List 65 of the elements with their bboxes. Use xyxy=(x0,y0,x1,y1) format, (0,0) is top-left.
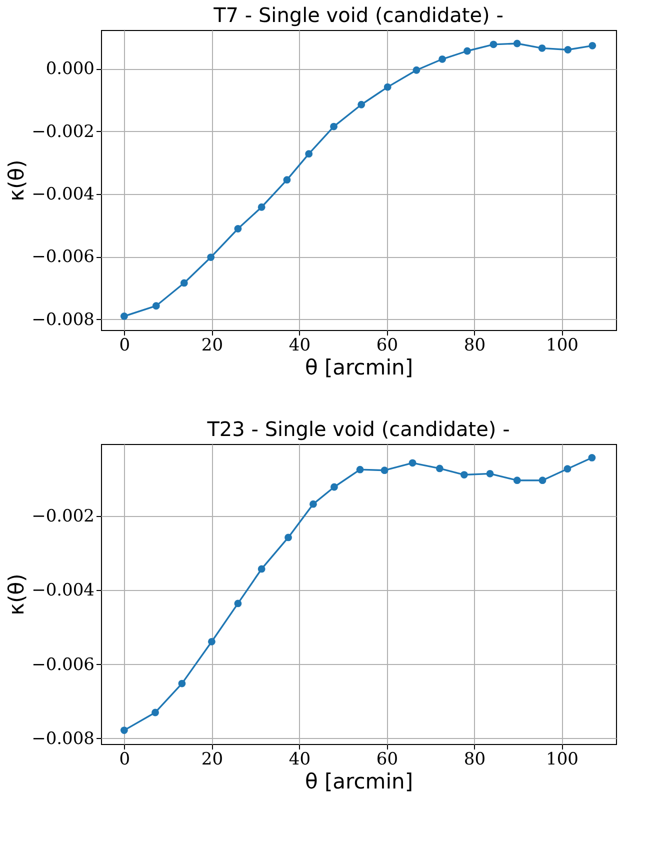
chart-title: T23 - Single void (candidate) - xyxy=(206,417,510,441)
x-tick-label: 100 xyxy=(546,336,578,356)
x-tick-label: 20 xyxy=(201,750,224,770)
point xyxy=(258,565,266,573)
point xyxy=(284,534,292,542)
x-tick-label: 40 xyxy=(288,336,311,356)
point xyxy=(513,476,521,484)
x-tick-label: 80 xyxy=(464,750,486,770)
y-tick-label: −0.006 xyxy=(32,654,94,675)
x-tick-label: 60 xyxy=(376,336,398,356)
point xyxy=(564,46,572,54)
point xyxy=(178,680,186,688)
point xyxy=(460,471,468,478)
point xyxy=(310,500,317,508)
point xyxy=(384,83,392,91)
point xyxy=(258,203,266,211)
chart-title: T7 - Single void (candidate) - xyxy=(212,3,504,27)
y-tick-label: −0.002 xyxy=(32,506,94,526)
point xyxy=(408,459,416,467)
point xyxy=(207,254,215,261)
point xyxy=(330,483,338,491)
x-tick-label: 60 xyxy=(376,750,398,770)
point xyxy=(330,122,338,130)
y-tick-label: −0.008 xyxy=(32,728,94,749)
y-tick-label: −0.002 xyxy=(32,122,94,142)
point xyxy=(120,312,128,320)
point xyxy=(234,600,242,608)
point xyxy=(438,55,446,63)
point xyxy=(538,44,546,52)
y-axis-title: κ(θ) xyxy=(4,160,29,202)
x-tick-label: 40 xyxy=(288,750,311,770)
y-tick-label: −0.004 xyxy=(32,580,94,601)
point xyxy=(120,726,128,734)
point xyxy=(464,47,471,55)
point xyxy=(356,466,364,474)
x-axis-title: θ [arcmin] xyxy=(304,356,414,380)
y-axis-title: κ(θ) xyxy=(4,574,29,616)
x-tick-label: 0 xyxy=(119,336,130,356)
point xyxy=(588,42,596,50)
y-tick-label: −0.006 xyxy=(32,247,94,268)
y-tick-label: −0.008 xyxy=(32,310,94,330)
point xyxy=(486,470,494,478)
point xyxy=(412,66,420,74)
point xyxy=(283,176,291,184)
point xyxy=(180,279,188,287)
point xyxy=(152,708,159,716)
point xyxy=(538,476,546,484)
x-tick-label: 20 xyxy=(201,336,224,356)
y-tick-label: −0.004 xyxy=(32,184,94,204)
point xyxy=(380,466,388,474)
x-tick-label: 80 xyxy=(464,336,486,356)
point xyxy=(490,40,498,48)
y-tick-label: 0.000 xyxy=(46,59,94,80)
point xyxy=(208,638,216,646)
point xyxy=(513,40,521,48)
x-tick-label: 100 xyxy=(546,750,578,770)
x-axis-title: θ [arcmin] xyxy=(304,770,414,794)
point xyxy=(358,100,366,108)
point xyxy=(234,225,242,232)
point xyxy=(436,464,444,472)
point xyxy=(588,454,596,462)
point xyxy=(564,465,572,473)
x-tick-label: 0 xyxy=(119,750,130,770)
point xyxy=(305,150,313,158)
point xyxy=(152,302,160,310)
